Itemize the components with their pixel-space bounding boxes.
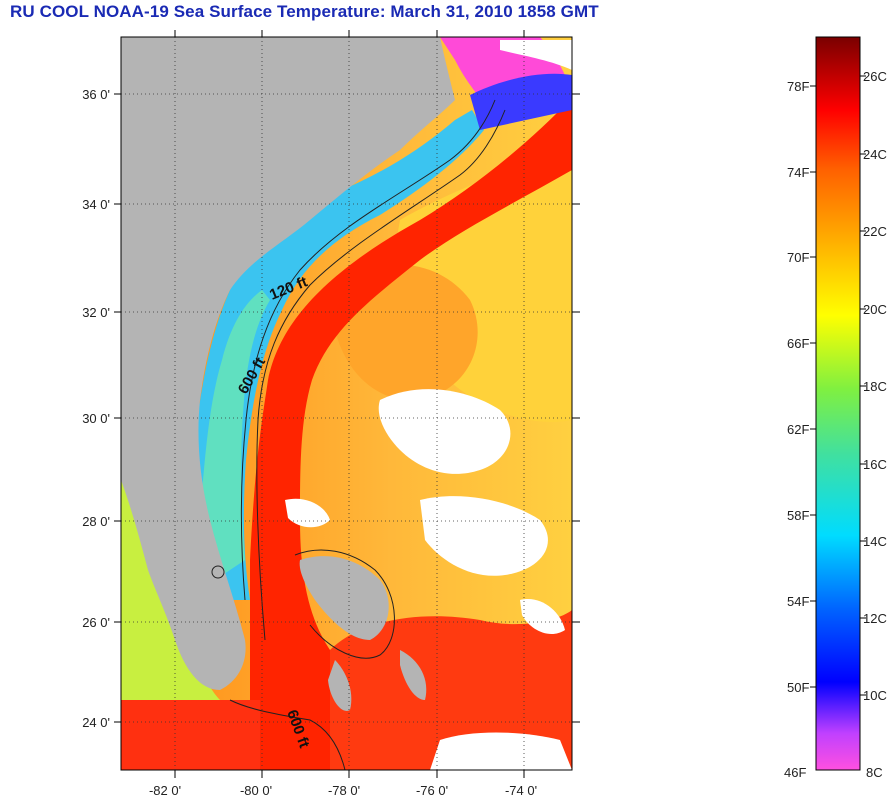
- lat-label: 30 0': [82, 411, 110, 426]
- lat-label: 26 0': [82, 615, 110, 630]
- bathymetry-contour-south: [229, 699, 346, 770]
- lat-label: 28 0': [82, 514, 110, 529]
- colorbar-c-label: 14C: [863, 534, 887, 549]
- colorbar-f-label: 50F: [787, 680, 809, 695]
- bahamas-eleuthera: [400, 650, 427, 700]
- bathymetry-contour-600ft: [256, 109, 506, 641]
- colorbar-f-label: 78F: [787, 79, 809, 94]
- cold-blue-water: [470, 73, 572, 130]
- colorbar-f-label: 62F: [787, 422, 809, 437]
- colorbar-f-label: 66F: [787, 336, 809, 351]
- map-frame: [120, 36, 573, 771]
- southern-warm-water: [330, 610, 572, 770]
- axis-ticks: [114, 30, 580, 778]
- colorbar-c-label: 24C: [863, 147, 887, 162]
- colorbar-ticks: [810, 75, 866, 696]
- colorbar-c-label: 8C: [866, 765, 883, 780]
- lat-label: 34 0': [82, 197, 110, 212]
- colorbar-f-label: 58F: [787, 508, 809, 523]
- colorbar-f-label: 70F: [787, 250, 809, 265]
- cloud-patch: [285, 498, 330, 528]
- colorbar-c-label: 18C: [863, 379, 887, 394]
- lon-label: -74 0': [505, 783, 537, 798]
- florida-straits-water: [121, 700, 260, 770]
- cloud-patch: [520, 599, 565, 635]
- bahamas-andros: [328, 660, 352, 711]
- lat-label: 32 0': [82, 305, 110, 320]
- us-mainland: [121, 37, 455, 690]
- sst-image: [121, 37, 572, 770]
- colorbar-f-label: 74F: [787, 165, 809, 180]
- colorbar: [815, 36, 861, 771]
- map-title: RU COOL NOAA-19 Sea Surface Temperature:…: [10, 2, 599, 21]
- colorbar-c-label: 26C: [863, 69, 887, 84]
- mid-shelf-water: [200, 290, 270, 580]
- lon-label: -78 0': [328, 783, 360, 798]
- bathymetry-contour-120ft: [240, 99, 496, 601]
- lon-label: -76 0': [416, 783, 448, 798]
- lat-label: 36 0': [82, 87, 110, 102]
- bahamas-grand-bahama: [299, 556, 389, 640]
- cloud-patch: [500, 40, 572, 70]
- colorbar-c-label: 20C: [863, 302, 887, 317]
- bathymetry-contour-bahamas: [294, 549, 395, 659]
- colorbar-c-label: 10C: [863, 688, 887, 703]
- colorbar-c-label: 16C: [863, 457, 887, 472]
- colorbar-f-label: 54F: [787, 594, 809, 609]
- cloud-patch: [430, 732, 572, 770]
- lon-label: -80 0': [240, 783, 272, 798]
- cloud-patch: [378, 389, 511, 474]
- cloud-patch: [420, 496, 548, 576]
- colorbar-c-label: 22C: [863, 224, 887, 239]
- island-marker: [211, 565, 225, 579]
- colorbar-c-label: 12C: [863, 611, 887, 626]
- colorbar-f-label: 46F: [784, 765, 806, 780]
- lon-label: -82 0': [149, 783, 181, 798]
- lat-label: 24 0': [82, 715, 110, 730]
